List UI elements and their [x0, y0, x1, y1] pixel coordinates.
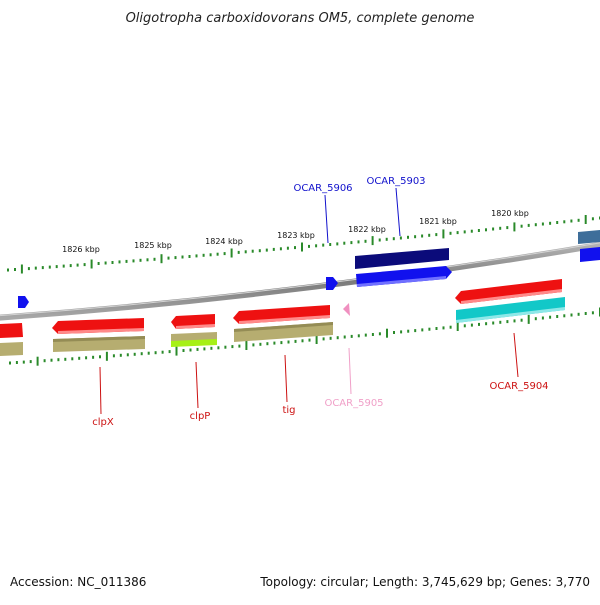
accession-text: Accession: NC_011386: [10, 575, 146, 589]
ruler-label-1822: 1822 kbp: [348, 225, 386, 234]
gene-label-clpp[interactable]: clpP: [190, 411, 211, 422]
gene-block-clpp-lime[interactable]: [171, 339, 217, 347]
ruler-label-1823: 1823 kbp: [277, 231, 315, 240]
leader-clpx: [99, 366, 102, 415]
gene-block-ocar5904-cyan[interactable]: [456, 297, 565, 323]
gene-block-ocar5903-top[interactable]: [355, 248, 449, 269]
leader-ocar5903: [395, 187, 401, 237]
ruler-label-1821: 1821 kbp: [419, 217, 457, 226]
gene-arrow-ocar5906[interactable]: [326, 277, 338, 290]
ruler-label-1826: 1826 kbp: [62, 245, 100, 254]
leader-clpp: [195, 361, 199, 409]
gene-label-ocar5904[interactable]: OCAR_5904: [489, 381, 548, 392]
gene-block-olive-left[interactable]: [0, 342, 23, 356]
gene-arrow-clpp-shadow: [176, 324, 215, 329]
ruler-label-1824: 1824 kbp: [205, 237, 243, 246]
gene-arrow-blue-right[interactable]: [580, 247, 600, 262]
leader-ocar5905: [348, 347, 352, 395]
gene-arrow-ocar5903[interactable]: [356, 266, 452, 287]
gene-arrow-ocar5904-shadow: [461, 289, 562, 304]
gene-arrow-ocar5904[interactable]: [455, 279, 562, 304]
leader-ocar5904: [513, 332, 519, 378]
leader-tig: [284, 354, 288, 403]
gene-label-ocar5905[interactable]: OCAR_5905: [324, 398, 383, 409]
gene-block-steel-right[interactable]: [578, 230, 600, 244]
label-leader-lines: [99, 187, 519, 415]
gene-block-red-left[interactable]: [0, 323, 23, 338]
gene-arrow-clpx-shadow: [58, 328, 144, 334]
gene-block-tig-olive-shade: [234, 322, 333, 332]
outer-ruler-ticks: [7, 215, 600, 274]
gene-block-ocar5904-cyan-shade: [456, 307, 565, 323]
gene-arrow-tig-shadow: [239, 315, 330, 324]
leader-ocar5906: [324, 194, 329, 244]
gene-label-clpx[interactable]: clpX: [92, 417, 114, 428]
ruler-label-1820: 1820 kbp: [491, 209, 529, 218]
gene-block-clpx-olive-shade: [53, 336, 145, 342]
genome-backbone: [0, 241, 600, 321]
gene-arrow-forward-left[interactable]: [18, 296, 29, 308]
gene-block-tig-olive[interactable]: [234, 322, 333, 342]
gene-arrow-ocar5905[interactable]: [343, 303, 350, 316]
inner-ruler-ticks: [9, 307, 600, 366]
ruler-label-1825: 1825 kbp: [134, 241, 172, 250]
gene-label-ocar5906[interactable]: OCAR_5906: [293, 183, 352, 194]
topology-text: Topology: circular; Length: 3,745,629 bp…: [259, 575, 590, 589]
map-title: Oligotropha carboxidovorans OM5, complet…: [126, 11, 475, 26]
genome-backbone-highlight: [0, 242, 600, 317]
gene-arrow-ocar5903-shadow: [357, 276, 446, 287]
gene-label-ocar5903[interactable]: OCAR_5903: [366, 176, 425, 187]
gene-labels: OCAR_5906 OCAR_5903 OCAR_5905 OCAR_5904 …: [92, 176, 548, 428]
ruler-labels: 1826 kbp 1825 kbp 1824 kbp 1823 kbp 1822…: [62, 209, 529, 254]
gene-label-tig[interactable]: tig: [282, 405, 295, 416]
